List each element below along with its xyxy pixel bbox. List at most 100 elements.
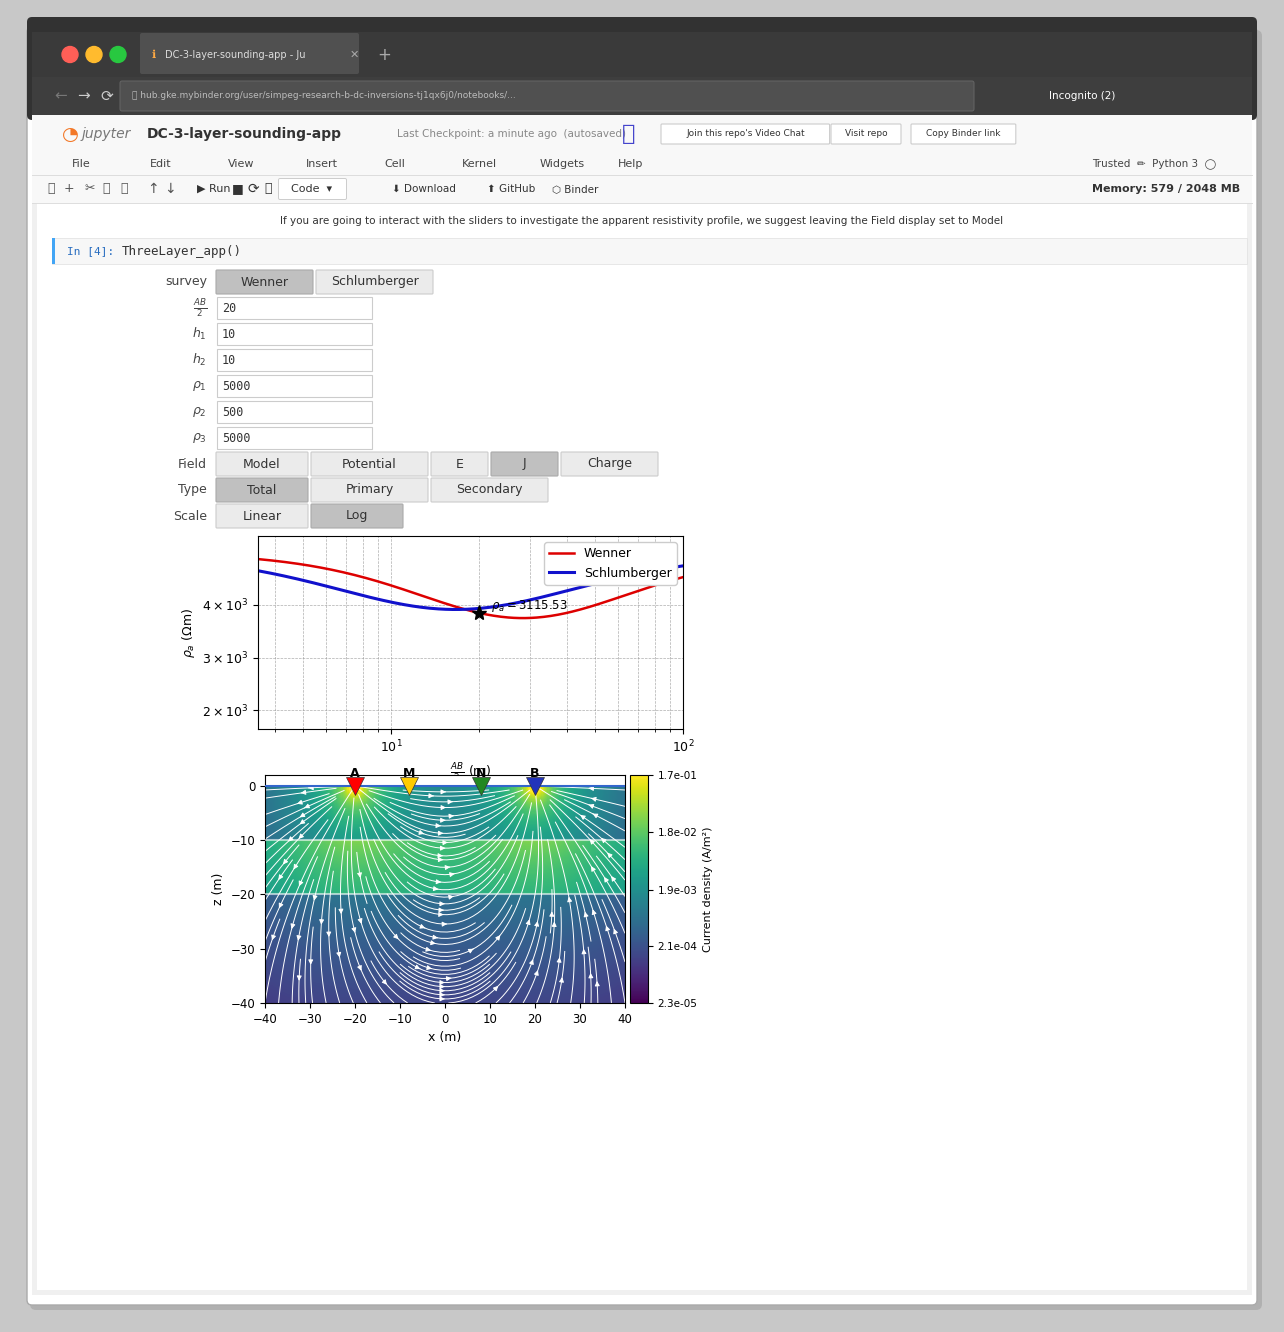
Text: Memory: 579 / 2048 MB: Memory: 579 / 2048 MB xyxy=(1091,184,1240,194)
FancyArrowPatch shape xyxy=(582,950,586,954)
FancyArrowPatch shape xyxy=(529,960,533,964)
FancyArrowPatch shape xyxy=(534,922,538,926)
Text: jupyter: jupyter xyxy=(82,127,131,141)
FancyArrowPatch shape xyxy=(440,902,444,906)
Text: $\rho_1$: $\rho_1$ xyxy=(193,380,207,393)
Text: Wenner: Wenner xyxy=(240,276,289,289)
FancyArrowPatch shape xyxy=(300,819,304,823)
Schlumberger xyxy=(503,595,519,611)
FancyArrowPatch shape xyxy=(434,887,438,891)
Wenner xyxy=(511,610,526,626)
FancyArrowPatch shape xyxy=(591,840,594,844)
Text: ←: ← xyxy=(54,88,67,104)
FancyArrowPatch shape xyxy=(550,912,553,916)
Text: 5000: 5000 xyxy=(222,380,250,393)
FancyArrowPatch shape xyxy=(415,966,420,968)
Text: ⬆ GitHub: ⬆ GitHub xyxy=(487,184,535,194)
Text: survey: survey xyxy=(166,276,207,289)
Text: Primary: Primary xyxy=(345,484,394,497)
FancyArrowPatch shape xyxy=(593,814,598,818)
FancyArrowPatch shape xyxy=(440,996,444,1000)
FancyArrowPatch shape xyxy=(289,836,293,840)
FancyArrowPatch shape xyxy=(435,823,440,827)
FancyArrowPatch shape xyxy=(589,974,593,978)
FancyArrowPatch shape xyxy=(592,910,596,915)
Bar xyxy=(217,401,372,424)
Text: $\frac{AB}{2}$: $\frac{AB}{2}$ xyxy=(193,297,207,318)
Text: Incognito (2): Incognito (2) xyxy=(1049,91,1116,101)
FancyArrowPatch shape xyxy=(534,971,538,975)
Bar xyxy=(51,238,55,264)
FancyArrowPatch shape xyxy=(272,935,275,939)
FancyArrowPatch shape xyxy=(568,898,571,902)
Text: 🐍: 🐍 xyxy=(621,124,636,144)
FancyArrowPatch shape xyxy=(308,786,313,790)
Text: Join this repo's Video Chat: Join this repo's Video Chat xyxy=(686,129,805,139)
FancyArrowPatch shape xyxy=(440,846,446,850)
FancyArrowPatch shape xyxy=(437,880,440,883)
FancyArrowPatch shape xyxy=(284,859,288,863)
FancyArrowPatch shape xyxy=(560,978,564,982)
Wenner xyxy=(637,581,652,597)
FancyArrowPatch shape xyxy=(607,854,612,858)
FancyBboxPatch shape xyxy=(27,17,1257,120)
Text: $\rho_a = 3115.53$: $\rho_a = 3115.53$ xyxy=(490,598,568,614)
Text: N: N xyxy=(476,767,487,781)
Circle shape xyxy=(86,47,101,63)
Text: ⏭: ⏭ xyxy=(265,182,271,196)
FancyArrowPatch shape xyxy=(320,919,324,923)
Wenner xyxy=(515,610,530,626)
Text: ⟳: ⟳ xyxy=(247,182,258,196)
Wenner xyxy=(503,610,519,626)
Text: +: + xyxy=(64,182,74,196)
FancyArrowPatch shape xyxy=(526,920,530,924)
FancyBboxPatch shape xyxy=(279,178,347,200)
Circle shape xyxy=(110,47,126,63)
FancyArrowPatch shape xyxy=(449,814,453,818)
Bar xyxy=(217,349,372,372)
Text: →: → xyxy=(77,88,90,104)
FancyArrowPatch shape xyxy=(383,980,386,984)
Circle shape xyxy=(62,47,78,63)
Text: $\rho_2$: $\rho_2$ xyxy=(193,405,207,420)
FancyArrowPatch shape xyxy=(602,839,606,843)
FancyArrowPatch shape xyxy=(426,966,431,970)
FancyArrowPatch shape xyxy=(442,806,446,810)
Schlumberger xyxy=(675,558,691,574)
FancyArrowPatch shape xyxy=(358,919,362,923)
Bar xyxy=(32,100,1252,115)
Text: Help: Help xyxy=(618,159,643,169)
Text: Schlumberger: Schlumberger xyxy=(330,276,419,289)
FancyArrowPatch shape xyxy=(580,815,586,819)
Text: A: A xyxy=(351,767,360,781)
Text: $h_2$: $h_2$ xyxy=(193,352,207,368)
Text: B: B xyxy=(530,767,539,781)
Schlumberger xyxy=(250,562,266,578)
FancyBboxPatch shape xyxy=(316,270,433,294)
Text: Model: Model xyxy=(243,457,281,470)
Text: Kernel: Kernel xyxy=(462,159,497,169)
FancyArrowPatch shape xyxy=(327,932,331,936)
Text: DC-3-layer-sounding-app: DC-3-layer-sounding-app xyxy=(146,127,342,141)
FancyArrowPatch shape xyxy=(419,831,424,834)
Bar xyxy=(217,428,372,449)
FancyBboxPatch shape xyxy=(831,124,901,144)
FancyArrowPatch shape xyxy=(552,923,556,927)
Text: DC-3-layer-sounding-app - Ju: DC-3-layer-sounding-app - Ju xyxy=(166,49,306,60)
Bar xyxy=(32,115,1252,153)
FancyArrowPatch shape xyxy=(336,952,340,956)
Text: Edit: Edit xyxy=(150,159,172,169)
X-axis label: $\frac{AB}{2}\ \mathrm{(m)}$: $\frac{AB}{2}\ \mathrm{(m)}$ xyxy=(449,761,490,783)
FancyArrowPatch shape xyxy=(299,880,303,886)
FancyArrowPatch shape xyxy=(394,934,398,939)
FancyArrowPatch shape xyxy=(496,936,499,940)
Text: ✕: ✕ xyxy=(351,49,360,60)
FancyArrowPatch shape xyxy=(420,924,425,928)
FancyBboxPatch shape xyxy=(216,503,308,527)
FancyArrowPatch shape xyxy=(591,798,596,802)
Y-axis label: $\rho_a\ (\Omega\mathrm{m})$: $\rho_a\ (\Omega\mathrm{m})$ xyxy=(180,607,196,658)
Wenner xyxy=(675,569,691,585)
FancyArrowPatch shape xyxy=(449,872,455,876)
Line: Schlumberger: Schlumberger xyxy=(258,566,683,610)
Text: Type: Type xyxy=(178,484,207,497)
